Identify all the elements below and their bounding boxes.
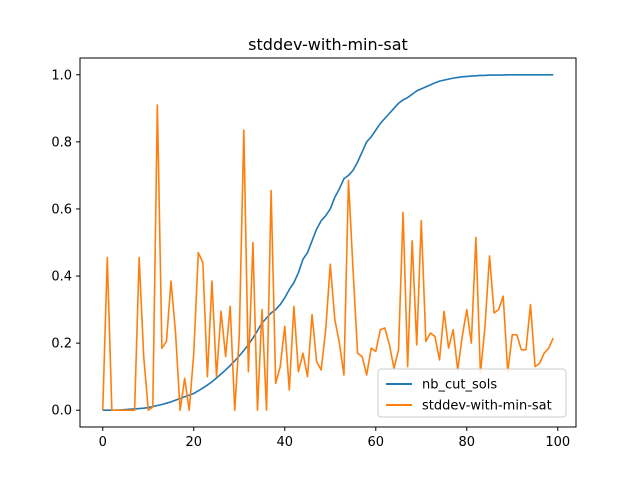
x-tick-label: 20 xyxy=(185,435,202,450)
y-tick-label: 0.2 xyxy=(51,337,72,352)
x-tick-label: 100 xyxy=(545,435,570,450)
x-tick-label: 0 xyxy=(99,435,107,450)
legend-box xyxy=(377,368,567,418)
x-tick-label: 40 xyxy=(276,435,293,450)
chart-title: stddev-with-min-sat xyxy=(248,35,408,54)
series-line-2 xyxy=(101,104,554,412)
axes-frame xyxy=(79,57,577,428)
x-tick-label: 60 xyxy=(368,435,385,450)
series-line-1 xyxy=(102,73,554,412)
y-tick-label: 0.8 xyxy=(51,135,72,150)
axes: 0 20 40 60 80 100 0.0 0.2 0.4 0.6 0.8 1.0 xyxy=(51,57,577,450)
plot-area xyxy=(101,73,554,412)
y-tick-label: 1.0 xyxy=(51,68,72,83)
legend-label-1: nb_cut_sols xyxy=(422,378,497,393)
legend-label-2: stddev-with-min-sat xyxy=(422,399,552,414)
y-tick-label: 0.6 xyxy=(51,202,72,217)
y-tick-label: 0.4 xyxy=(51,270,72,285)
legend: nb_cut_sols stddev-with-min-sat xyxy=(377,368,567,418)
x-tick-label: 80 xyxy=(459,435,476,450)
y-tick-label: 0.0 xyxy=(51,404,72,419)
